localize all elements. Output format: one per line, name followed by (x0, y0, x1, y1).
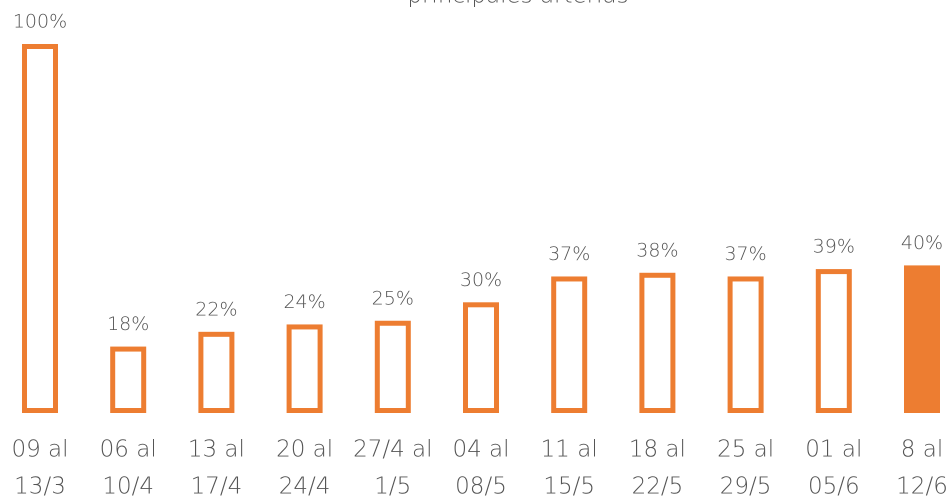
x-tick-label: 08/5 (455, 474, 507, 499)
bar (904, 265, 940, 413)
x-tick-label: 11 al (541, 437, 598, 463)
value-label: 40% (901, 232, 943, 254)
bar (815, 269, 852, 413)
x-tick-label: 27/4 al (353, 437, 432, 463)
value-label: 38% (636, 239, 678, 261)
x-tick-label: 15/5 (543, 474, 595, 499)
x-tick-label: 18 al (629, 437, 686, 463)
bar (286, 324, 323, 413)
value-label: 22% (195, 298, 237, 320)
value-label: 37% (724, 243, 766, 265)
value-label: 25% (372, 287, 414, 309)
value-label: 24% (283, 291, 325, 313)
x-tick-label: 25 al (717, 437, 774, 463)
x-tick-label: 01 al (805, 437, 862, 463)
bar (639, 272, 676, 413)
bar (727, 276, 764, 413)
x-tick-label: 22/5 (632, 474, 684, 499)
value-label: 39% (813, 236, 855, 258)
x-tick-label: 8 al (901, 437, 943, 463)
value-label: 18% (107, 313, 149, 335)
x-tick-label: 13 al (188, 437, 245, 463)
chart-title: principales arterias (407, 0, 628, 9)
x-tick-label: 20 al (276, 437, 333, 463)
value-label: 30% (460, 269, 502, 291)
x-tick-label: 06 al (100, 437, 157, 463)
value-label: 37% (548, 243, 590, 265)
x-tick-label: 09 al (11, 437, 68, 463)
x-tick-label: 13/3 (14, 474, 66, 499)
value-label: 100% (13, 11, 67, 33)
bar (22, 44, 58, 413)
x-tick-label: 17/4 (191, 474, 243, 499)
x-tick-label: 04 al (452, 437, 509, 463)
x-tick-label: 1/5 (374, 474, 411, 499)
x-tick-label: 12/6 (896, 474, 948, 499)
bar (374, 320, 411, 413)
x-tick-label: 29/5 (720, 474, 772, 499)
bar (110, 346, 147, 413)
x-tick-label: 24/4 (279, 474, 331, 499)
x-tick-label: 10/4 (102, 474, 154, 499)
x-tick-label: 05/6 (808, 474, 860, 499)
bar (551, 276, 588, 413)
bar (198, 331, 235, 414)
bar (463, 302, 499, 413)
